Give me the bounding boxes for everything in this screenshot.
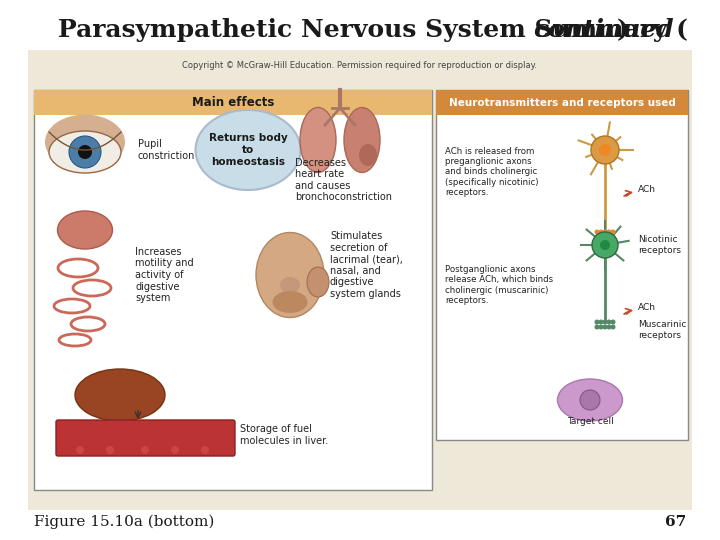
Text: Muscarinic
receptors: Muscarinic receptors xyxy=(638,320,686,340)
Circle shape xyxy=(603,230,608,234)
Ellipse shape xyxy=(344,107,380,172)
Text: Stimulates
secretion of
lacrimal (tear),
nasal, and
digestive
system glands: Stimulates secretion of lacrimal (tear),… xyxy=(330,231,403,299)
Circle shape xyxy=(591,136,619,164)
Circle shape xyxy=(598,234,603,240)
Circle shape xyxy=(201,446,209,454)
Text: ACh: ACh xyxy=(638,303,656,313)
Circle shape xyxy=(171,446,179,454)
FancyBboxPatch shape xyxy=(28,50,692,510)
Text: Returns body
to
homeostasis: Returns body to homeostasis xyxy=(209,133,287,167)
Text: continued: continued xyxy=(533,18,674,42)
Circle shape xyxy=(598,325,603,329)
Circle shape xyxy=(76,446,84,454)
Ellipse shape xyxy=(307,267,329,297)
Circle shape xyxy=(600,240,610,250)
Circle shape xyxy=(603,325,608,329)
Circle shape xyxy=(595,230,600,234)
Text: Postganglionic axons
release ACh, which binds
cholinergic (muscarinic)
receptors: Postganglionic axons release ACh, which … xyxy=(445,265,553,305)
Circle shape xyxy=(611,325,616,329)
Circle shape xyxy=(595,320,600,325)
Circle shape xyxy=(595,234,600,240)
Text: ACh is released from
preganglionic axons
and binds cholinergic
(specifically nic: ACh is released from preganglionic axons… xyxy=(445,147,539,197)
Circle shape xyxy=(595,325,600,329)
Ellipse shape xyxy=(58,211,112,249)
Ellipse shape xyxy=(196,110,300,190)
Circle shape xyxy=(598,320,603,325)
Ellipse shape xyxy=(280,277,300,293)
FancyBboxPatch shape xyxy=(56,420,235,456)
Circle shape xyxy=(592,232,618,258)
Circle shape xyxy=(611,230,616,234)
Text: Pupil
constriction: Pupil constriction xyxy=(138,139,195,161)
Ellipse shape xyxy=(359,144,377,166)
Text: Figure 15.10a (bottom): Figure 15.10a (bottom) xyxy=(34,515,215,529)
Circle shape xyxy=(580,390,600,410)
Text: ACh: ACh xyxy=(638,186,656,194)
Text: ): ) xyxy=(617,18,629,42)
Circle shape xyxy=(606,325,611,329)
Circle shape xyxy=(606,230,611,234)
Circle shape xyxy=(598,230,603,234)
FancyBboxPatch shape xyxy=(34,90,432,115)
Circle shape xyxy=(106,446,114,454)
Circle shape xyxy=(606,234,611,240)
Ellipse shape xyxy=(272,291,307,313)
Circle shape xyxy=(603,234,608,240)
Circle shape xyxy=(611,320,616,325)
FancyBboxPatch shape xyxy=(34,90,432,490)
Ellipse shape xyxy=(557,379,623,421)
Text: Main effects: Main effects xyxy=(192,96,274,109)
FancyBboxPatch shape xyxy=(436,90,688,440)
Ellipse shape xyxy=(45,114,125,170)
FancyBboxPatch shape xyxy=(436,90,688,115)
Circle shape xyxy=(69,136,101,168)
Circle shape xyxy=(606,320,611,325)
Circle shape xyxy=(78,145,92,159)
Text: 67: 67 xyxy=(665,515,686,529)
Text: Target cell: Target cell xyxy=(567,417,613,427)
Ellipse shape xyxy=(256,233,324,318)
Ellipse shape xyxy=(75,369,165,421)
Text: Copyright © McGraw-Hill Education. Permission required for reproduction or displ: Copyright © McGraw-Hill Education. Permi… xyxy=(182,60,538,70)
Text: Storage of fuel
molecules in liver.: Storage of fuel molecules in liver. xyxy=(240,424,328,446)
Circle shape xyxy=(599,144,611,156)
Text: Neurotransmitters and receptors used: Neurotransmitters and receptors used xyxy=(449,98,675,107)
Circle shape xyxy=(603,320,608,325)
Ellipse shape xyxy=(300,107,336,172)
Text: Decreases
heart rate
and causes
bronchoconstriction: Decreases heart rate and causes bronchoc… xyxy=(295,158,392,202)
Ellipse shape xyxy=(49,131,121,173)
Circle shape xyxy=(611,234,616,240)
Circle shape xyxy=(141,446,149,454)
Text: Parasympathetic Nervous System Summary (: Parasympathetic Nervous System Summary ( xyxy=(58,18,688,42)
Text: Increases
motility and
activity of
digestive
system: Increases motility and activity of diges… xyxy=(135,247,194,303)
Text: Nicotinic
receptors: Nicotinic receptors xyxy=(638,235,681,255)
